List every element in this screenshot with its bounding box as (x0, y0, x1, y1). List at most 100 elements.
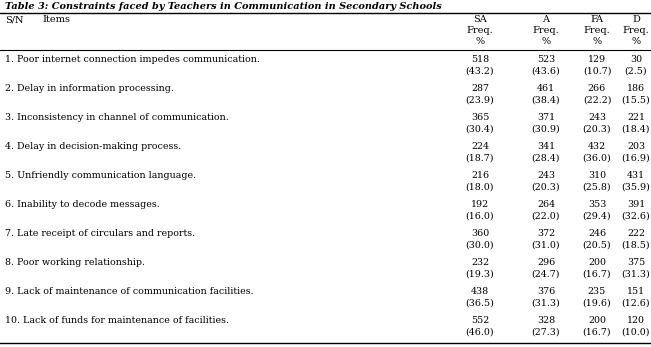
Text: 224: 224 (471, 142, 489, 151)
Text: (43.2): (43.2) (465, 67, 494, 76)
Text: %: % (592, 37, 602, 46)
Text: (30.0): (30.0) (465, 241, 494, 250)
Text: 192: 192 (471, 200, 489, 209)
Text: 518: 518 (471, 55, 489, 64)
Text: (19.6): (19.6) (583, 299, 611, 308)
Text: 296: 296 (537, 258, 555, 267)
Text: (10.0): (10.0) (622, 328, 650, 337)
Text: (29.4): (29.4) (583, 212, 611, 221)
Text: 186: 186 (627, 84, 645, 93)
Text: 232: 232 (471, 258, 489, 267)
Text: 365: 365 (471, 113, 489, 122)
Text: (16.7): (16.7) (583, 328, 611, 337)
Text: 235: 235 (588, 287, 606, 296)
Text: Freq.: Freq. (622, 26, 650, 35)
Text: 376: 376 (537, 287, 555, 296)
Text: (2.5): (2.5) (625, 67, 647, 76)
Text: Freq.: Freq. (467, 26, 493, 35)
Text: (20.5): (20.5) (583, 241, 611, 250)
Text: (36.0): (36.0) (583, 154, 611, 163)
Text: (18.0): (18.0) (465, 183, 494, 192)
Text: 216: 216 (471, 171, 489, 180)
Text: 222: 222 (627, 229, 645, 238)
Text: 10. Lack of funds for maintenance of facilities.: 10. Lack of funds for maintenance of fac… (5, 316, 229, 325)
Text: 360: 360 (471, 229, 489, 238)
Text: (31.0): (31.0) (532, 241, 561, 250)
Text: %: % (542, 37, 551, 46)
Text: 461: 461 (537, 84, 555, 93)
Text: Items: Items (42, 15, 70, 24)
Text: (16.7): (16.7) (583, 270, 611, 279)
Text: (16.9): (16.9) (622, 154, 650, 163)
Text: (31.3): (31.3) (622, 270, 650, 279)
Text: 30: 30 (630, 55, 642, 64)
Text: 3. Inconsistency in channel of communication.: 3. Inconsistency in channel of communica… (5, 113, 229, 122)
Text: (35.9): (35.9) (622, 183, 650, 192)
Text: 2. Delay in information processing.: 2. Delay in information processing. (5, 84, 174, 93)
Text: 7. Late receipt of circulars and reports.: 7. Late receipt of circulars and reports… (5, 229, 195, 238)
Text: Table 3: Constraints faced by Teachers in Communication in Secondary Schools: Table 3: Constraints faced by Teachers i… (5, 2, 442, 11)
Text: 264: 264 (537, 200, 555, 209)
Text: SA: SA (473, 15, 487, 24)
Text: 151: 151 (627, 287, 645, 296)
Text: 328: 328 (537, 316, 555, 325)
Text: (24.7): (24.7) (532, 270, 561, 279)
Text: (30.9): (30.9) (532, 125, 561, 134)
Text: 243: 243 (537, 171, 555, 180)
Text: %: % (475, 37, 484, 46)
Text: (22.2): (22.2) (583, 96, 611, 105)
Text: 8. Poor working relationship.: 8. Poor working relationship. (5, 258, 145, 267)
Text: D: D (632, 15, 640, 24)
Text: (16.0): (16.0) (465, 212, 494, 221)
Text: (31.3): (31.3) (532, 299, 561, 308)
Text: 246: 246 (588, 229, 606, 238)
Text: Freq.: Freq. (533, 26, 559, 35)
Text: 5. Unfriendly communication language.: 5. Unfriendly communication language. (5, 171, 196, 180)
Text: (43.6): (43.6) (532, 67, 561, 76)
Text: 432: 432 (588, 142, 606, 151)
Text: (20.3): (20.3) (583, 125, 611, 134)
Text: (18.4): (18.4) (622, 125, 650, 134)
Text: (46.0): (46.0) (465, 328, 494, 337)
Text: (18.5): (18.5) (622, 241, 650, 250)
Text: 341: 341 (537, 142, 555, 151)
Text: 200: 200 (588, 258, 606, 267)
Text: %: % (631, 37, 641, 46)
Text: 391: 391 (627, 200, 645, 209)
Text: FA: FA (590, 15, 603, 24)
Text: S/N: S/N (5, 15, 23, 24)
Text: (15.5): (15.5) (622, 96, 650, 105)
Text: (27.3): (27.3) (532, 328, 561, 337)
Text: (23.9): (23.9) (465, 96, 494, 105)
Text: 353: 353 (588, 200, 606, 209)
Text: 310: 310 (588, 171, 606, 180)
Text: 431: 431 (627, 171, 645, 180)
Text: 6. Inability to decode messages.: 6. Inability to decode messages. (5, 200, 159, 209)
Text: 9. Lack of maintenance of communication facilities.: 9. Lack of maintenance of communication … (5, 287, 254, 296)
Text: (28.4): (28.4) (532, 154, 561, 163)
Text: (18.7): (18.7) (465, 154, 494, 163)
Text: 287: 287 (471, 84, 489, 93)
Text: 200: 200 (588, 316, 606, 325)
Text: 1. Poor internet connection impedes communication.: 1. Poor internet connection impedes comm… (5, 55, 260, 64)
Text: (30.4): (30.4) (465, 125, 494, 134)
Text: 371: 371 (537, 113, 555, 122)
Text: 372: 372 (537, 229, 555, 238)
Text: (20.3): (20.3) (532, 183, 561, 192)
Text: (19.3): (19.3) (465, 270, 494, 279)
Text: (32.6): (32.6) (622, 212, 650, 221)
Text: (38.4): (38.4) (532, 96, 561, 105)
Text: 438: 438 (471, 287, 489, 296)
Text: 375: 375 (627, 258, 645, 267)
Text: (22.0): (22.0) (532, 212, 561, 221)
Text: 221: 221 (627, 113, 645, 122)
Text: 243: 243 (588, 113, 606, 122)
Text: 523: 523 (537, 55, 555, 64)
Text: (10.7): (10.7) (583, 67, 611, 76)
Text: Freq.: Freq. (584, 26, 611, 35)
Text: 120: 120 (627, 316, 645, 325)
Text: 552: 552 (471, 316, 489, 325)
Text: 129: 129 (588, 55, 606, 64)
Text: (36.5): (36.5) (465, 299, 495, 308)
Text: 4. Delay in decision-making process.: 4. Delay in decision-making process. (5, 142, 181, 151)
